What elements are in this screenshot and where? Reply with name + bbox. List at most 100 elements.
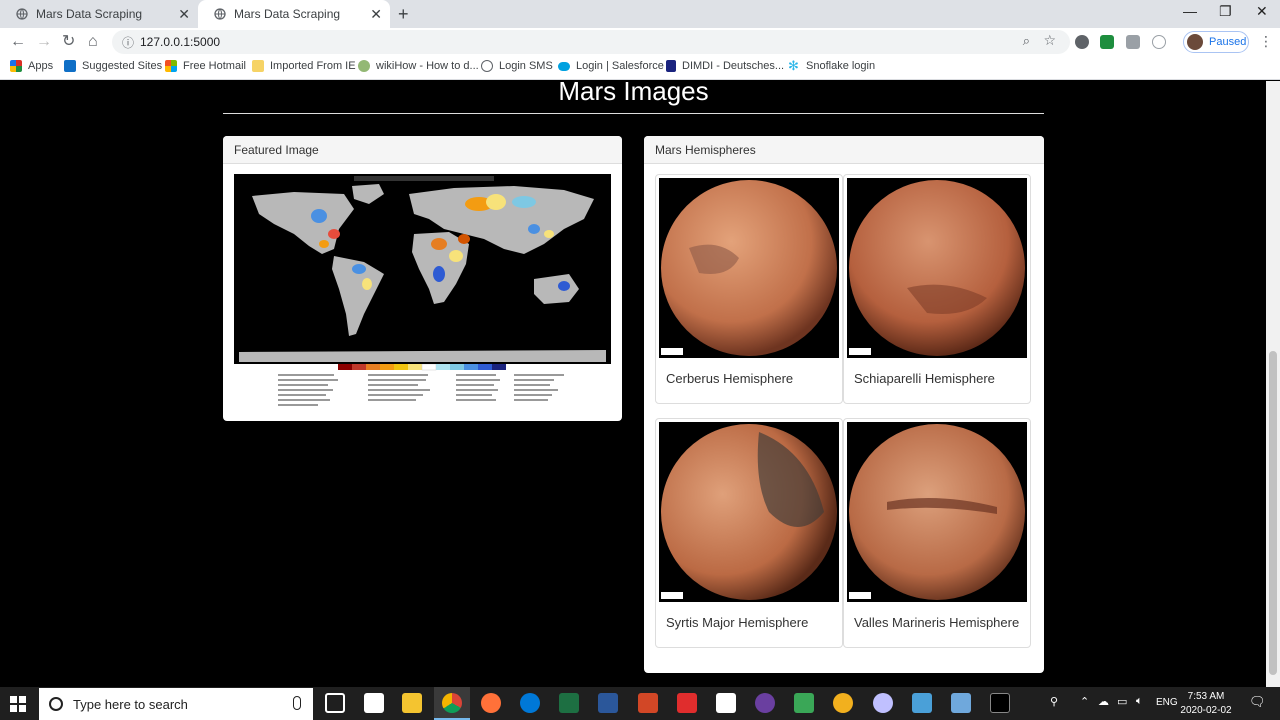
reload-icon[interactable]: ↻ — [62, 33, 76, 50]
featured-image[interactable] — [234, 174, 611, 364]
minimize-button[interactable]: — — [1183, 3, 1197, 19]
extension-icon[interactable] — [1152, 35, 1166, 49]
dimdi-icon — [666, 60, 676, 72]
bing-icon — [64, 60, 76, 72]
language-indicator[interactable]: ENG — [1156, 697, 1178, 708]
extension-icon[interactable] — [1075, 35, 1089, 49]
bookmark-suggested-sites[interactable]: Suggested Sites — [64, 60, 162, 72]
profile-status: Paused — [1209, 36, 1247, 48]
page-scrollbar[interactable] — [1266, 81, 1280, 687]
tab-strip: Mars Data Scraping ✕ Mars Data Scraping … — [0, 0, 1280, 28]
mars-cerberus-image — [661, 180, 837, 356]
terminal-icon[interactable] — [990, 693, 1010, 713]
bookmark-wikihow[interactable]: wikiHow - How to d... — [358, 60, 479, 72]
store-icon[interactable] — [716, 693, 736, 713]
taskbar-search-box[interactable]: Type here to search — [39, 688, 313, 720]
hemisphere-title: Cerberus Hemisphere — [666, 371, 794, 386]
notifications-icon[interactable]: 🗨︎ — [1249, 694, 1266, 709]
wikihow-icon — [358, 60, 370, 72]
browser-tab-active[interactable]: Mars Data Scraping ✕ — [198, 0, 390, 28]
salesforce-icon — [558, 61, 570, 71]
browser-menu-icon[interactable]: ⋮ — [1259, 33, 1273, 49]
hemisphere-image[interactable] — [847, 422, 1027, 602]
itunes-icon[interactable] — [873, 693, 893, 713]
close-tab-icon[interactable]: ✕ — [178, 6, 190, 22]
hemisphere-image[interactable] — [847, 178, 1027, 358]
scrollbar-thumb[interactable] — [1269, 351, 1277, 675]
microphone-icon[interactable] — [293, 696, 301, 710]
forward-icon[interactable]: → — [36, 33, 52, 50]
app-icon[interactable] — [794, 693, 814, 713]
hemisphere-card[interactable]: Schiaparelli Hemisphere — [843, 174, 1031, 404]
bookmark-imported-from-ie[interactable]: Imported From IE — [252, 60, 356, 72]
firefox-icon[interactable] — [481, 693, 501, 713]
back-icon[interactable]: ← — [10, 33, 26, 50]
windows-icon — [165, 60, 177, 72]
chrome-icon[interactable] — [442, 693, 462, 713]
mars-valles-marineris-image — [849, 424, 1025, 600]
bookmark-salesforce[interactable]: Login | Salesforce — [558, 60, 664, 72]
hemisphere-image[interactable] — [659, 178, 839, 358]
people-icon[interactable]: ⚲ — [1050, 696, 1059, 708]
close-window-button[interactable]: ✕ — [1256, 3, 1268, 19]
bookmark-apps[interactable]: Apps — [10, 60, 53, 72]
taskbar-clock[interactable]: 7:53 AM 2020-02-02 — [1178, 690, 1234, 718]
hemisphere-card[interactable]: Valles Marineris Hemisphere — [843, 418, 1031, 648]
app-icon[interactable] — [833, 693, 853, 713]
close-tab-icon[interactable]: ✕ — [370, 6, 382, 22]
volume-icon[interactable]: 🔈︎ — [1136, 695, 1143, 707]
profile-button[interactable]: Paused — [1183, 31, 1249, 53]
mars-syrtis-major-image — [661, 424, 837, 600]
network-icon[interactable]: ▭ — [1117, 696, 1128, 708]
bookmark-snowflake[interactable]: ✻ Snoflake login — [788, 58, 876, 73]
maximize-button[interactable]: ❐ — [1219, 3, 1232, 19]
windows-start-icon[interactable] — [10, 696, 26, 712]
excel-icon[interactable] — [559, 693, 579, 713]
new-tab-button[interactable]: + — [398, 4, 409, 24]
avatar — [1187, 34, 1203, 50]
mail-icon[interactable] — [364, 693, 384, 713]
cortana-icon — [49, 697, 63, 711]
hemisphere-image[interactable] — [659, 422, 839, 602]
bookmarks-bar: Apps Suggested Sites Free Hotmail Import… — [0, 56, 1280, 80]
bookmark-dimdi[interactable]: DIMDI - Deutsches... — [666, 60, 784, 72]
extension-icon[interactable] — [1126, 35, 1140, 49]
task-view-icon[interactable] — [325, 693, 345, 713]
address-bar[interactable]: ⓘ 127.0.0.1:5000 ⌕ ☆ — [112, 30, 1070, 54]
clock-time: 7:53 AM — [1187, 691, 1225, 702]
map-legend — [234, 363, 611, 410]
bookmark-free-hotmail[interactable]: Free Hotmail — [165, 60, 246, 72]
hemispheres-heading: Mars Hemispheres — [644, 136, 1044, 164]
app-icon[interactable] — [755, 693, 775, 713]
edge-icon[interactable] — [520, 693, 540, 713]
hemisphere-card[interactable]: Syrtis Major Hemisphere — [655, 418, 843, 648]
featured-image-panel: Featured Image — [223, 136, 622, 421]
show-hidden-icons-icon[interactable]: ⌃ — [1080, 696, 1090, 708]
browser-toolbar: ← → ↻ ⌂ ⓘ 127.0.0.1:5000 ⌕ ☆ Paused ⋮ — [0, 28, 1280, 56]
file-explorer-icon[interactable] — [402, 693, 422, 713]
tab-title: Mars Data Scraping — [36, 7, 143, 21]
tab-title: Mars Data Scraping — [234, 7, 341, 21]
folder-icon — [252, 60, 264, 72]
zoom-icon[interactable]: ⌕ — [1022, 33, 1030, 48]
anaconda-icon[interactable] — [912, 693, 932, 713]
title-divider — [223, 113, 1044, 114]
windows-taskbar: Type here to search ⚲ ⌃ ☁ ▭ 🔈︎ ENG 7:53 … — [0, 687, 1280, 720]
app-icon[interactable] — [951, 693, 971, 713]
home-icon[interactable]: ⌂ — [88, 33, 98, 50]
word-icon[interactable] — [598, 693, 618, 713]
extension-check-icon[interactable] — [1100, 35, 1114, 49]
onedrive-icon[interactable]: ☁ — [1098, 696, 1109, 708]
apps-grid-icon — [10, 60, 22, 72]
hemisphere-title: Schiaparelli Hemisphere — [854, 371, 995, 386]
hemisphere-title: Valles Marineris Hemisphere — [854, 615, 1020, 630]
globe-icon — [214, 8, 226, 20]
browser-tab[interactable]: Mars Data Scraping ✕ — [0, 0, 198, 28]
powerpoint-icon[interactable] — [638, 693, 658, 713]
acrobat-icon[interactable] — [677, 693, 697, 713]
bookmark-star-icon[interactable]: ☆ — [1043, 32, 1056, 48]
mars-schiaparelli-image — [849, 180, 1025, 356]
hemisphere-card[interactable]: Cerberus Hemisphere — [655, 174, 843, 404]
bookmark-login-sms[interactable]: Login SMS — [481, 60, 553, 72]
site-info-icon[interactable]: ⓘ — [122, 36, 135, 50]
